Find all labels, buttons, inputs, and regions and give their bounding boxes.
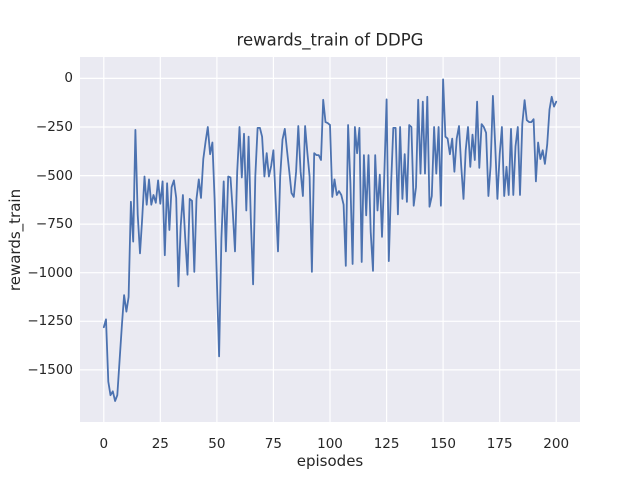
- y-tick-label: −750: [35, 216, 73, 233]
- y-tick-label: −250: [35, 119, 73, 135]
- x-tick-label: 125: [373, 436, 400, 452]
- y-tick-label: −1500: [27, 361, 73, 378]
- x-tick-label: 50: [208, 436, 226, 452]
- chart-title: rewards_train of DDPG: [236, 30, 424, 50]
- line-series: [102, 78, 558, 402]
- y-tick-label: −500: [35, 167, 73, 184]
- x-axis-label: episodes: [296, 452, 364, 470]
- y-tick-label: 0: [64, 70, 73, 87]
- x-tick-label: 200: [543, 436, 570, 452]
- y-axis-label: rewards_train: [6, 188, 24, 292]
- x-tick-label: 25: [151, 436, 169, 452]
- x-tick-label: 100: [317, 436, 343, 452]
- y-tick-label: −1000: [27, 264, 73, 281]
- y-tick-label: −1250: [27, 313, 73, 330]
- x-tick-label: 75: [264, 436, 282, 452]
- x-tick-label: 0: [99, 436, 109, 452]
- x-tick-label: 175: [486, 436, 513, 452]
- x-tick-label: 150: [430, 436, 456, 452]
